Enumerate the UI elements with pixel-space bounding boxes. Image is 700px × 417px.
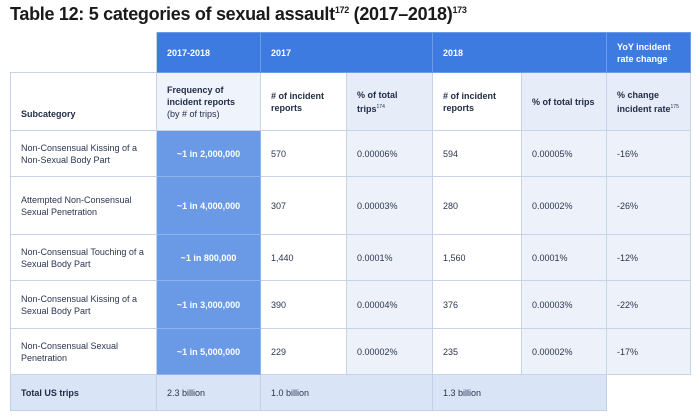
table-row: Non-Consensual Sexual Penetration ~1 in … — [10, 328, 691, 375]
cell-reports-2017: 570 — [260, 130, 347, 177]
table-row: Non-Consensual Kissing of a Sexual Body … — [10, 280, 691, 329]
header-pct-2017-footnote: 174 — [376, 103, 385, 110]
header-blank-cell — [10, 32, 157, 73]
header-frequency: Frequency of incident reports (by # of tr… — [156, 72, 261, 131]
cell-reports-2018: 280 — [432, 176, 522, 235]
header-yoy-change: % change incident rate175 — [606, 72, 691, 131]
cell-subcategory: Non-Consensual Touching of a Sexual Body… — [10, 234, 157, 281]
cell-yoy: -26% — [606, 176, 691, 235]
header-pct-2018: % of total trips — [521, 72, 607, 131]
total-2017: 1.0 billion — [260, 374, 433, 411]
cell-reports-2018: 376 — [432, 280, 522, 329]
header-yoy-footnote: 175 — [670, 103, 679, 110]
cell-reports-2017: 1,440 — [260, 234, 347, 281]
title-footnote-2: 173 — [452, 5, 467, 15]
cell-pct-2017: 0.00002% — [346, 328, 433, 375]
header-pct-2017: % of total trips174 — [346, 72, 433, 131]
cell-reports-2017: 390 — [260, 280, 347, 329]
header-row-metrics: Subcategory Frequency of incident report… — [10, 72, 691, 131]
header-pct-2017-label: % of total trips — [357, 89, 398, 114]
total-empty-cell — [606, 374, 691, 411]
header-yoy: YoY incident rate change — [606, 32, 691, 73]
cell-frequency: ~1 in 4,000,000 — [156, 176, 261, 235]
total-label: Total US trips — [10, 374, 157, 411]
title-footnote-1: 172 — [334, 5, 349, 15]
cell-pct-2018: 0.00002% — [521, 176, 607, 235]
cell-subcategory: Non-Consensual Kissing of a Sexual Body … — [10, 280, 157, 329]
title-years: (2017–2018) — [348, 4, 453, 24]
cell-pct-2018: 0.0001% — [521, 234, 607, 281]
header-subcategory: Subcategory — [10, 72, 157, 131]
header-frequency-label: Frequency of incident reports — [167, 84, 236, 107]
header-reports-2018: # of incident reports — [432, 72, 522, 131]
cell-frequency: ~1 in 800,000 — [156, 234, 261, 281]
cell-reports-2018: 1,560 — [432, 234, 522, 281]
table-row: Non-Consensual Touching of a Sexual Body… — [10, 234, 691, 281]
cell-pct-2018: 0.00003% — [521, 280, 607, 329]
cell-pct-2018: 0.00005% — [521, 130, 607, 177]
cell-subcategory: Non-Consensual Sexual Penetration — [10, 328, 157, 375]
assault-categories-table: 2017-2018 2017 2018 YoY incident rate ch… — [10, 32, 691, 411]
header-reports-2017: # of incident reports — [260, 72, 347, 131]
cell-pct-2017: 0.0001% — [346, 234, 433, 281]
cell-reports-2018: 235 — [432, 328, 522, 375]
cell-yoy: -22% — [606, 280, 691, 329]
cell-pct-2017: 0.00003% — [346, 176, 433, 235]
total-row: Total US trips 2.3 billion 1.0 billion 1… — [10, 374, 691, 411]
header-2017-2018: 2017-2018 — [156, 32, 261, 73]
cell-subcategory: Non-Consensual Kissing of a Non-Sexual B… — [10, 130, 157, 177]
header-frequency-note: (by # of trips) — [167, 108, 220, 119]
table-row: Attempted Non-Consensual Sexual Penetrat… — [10, 176, 691, 235]
cell-reports-2017: 307 — [260, 176, 347, 235]
cell-subcategory: Attempted Non-Consensual Sexual Penetrat… — [10, 176, 157, 235]
cell-frequency: ~1 in 2,000,000 — [156, 130, 261, 177]
total-2017-2018: 2.3 billion — [156, 374, 261, 411]
table-row: Non-Consensual Kissing of a Non-Sexual B… — [10, 130, 691, 177]
cell-yoy: -12% — [606, 234, 691, 281]
cell-pct-2018: 0.00002% — [521, 328, 607, 375]
cell-frequency: ~1 in 3,000,000 — [156, 280, 261, 329]
cell-reports-2017: 229 — [260, 328, 347, 375]
cell-frequency: ~1 in 5,000,000 — [156, 328, 261, 375]
cell-yoy: -17% — [606, 328, 691, 375]
title-text: Table 12: 5 categories of sexual assault — [10, 4, 335, 24]
cell-pct-2017: 0.00006% — [346, 130, 433, 177]
cell-reports-2018: 594 — [432, 130, 522, 177]
cell-yoy: -16% — [606, 130, 691, 177]
total-2018: 1.3 billion — [432, 374, 607, 411]
cell-pct-2017: 0.00004% — [346, 280, 433, 329]
header-yoy-label: % change incident rate — [617, 89, 671, 114]
header-2017: 2017 — [260, 32, 433, 73]
header-2018: 2018 — [432, 32, 607, 73]
header-row-years: 2017-2018 2017 2018 YoY incident rate ch… — [10, 32, 691, 73]
table-title: Table 12: 5 categories of sexual assault… — [10, 4, 467, 25]
